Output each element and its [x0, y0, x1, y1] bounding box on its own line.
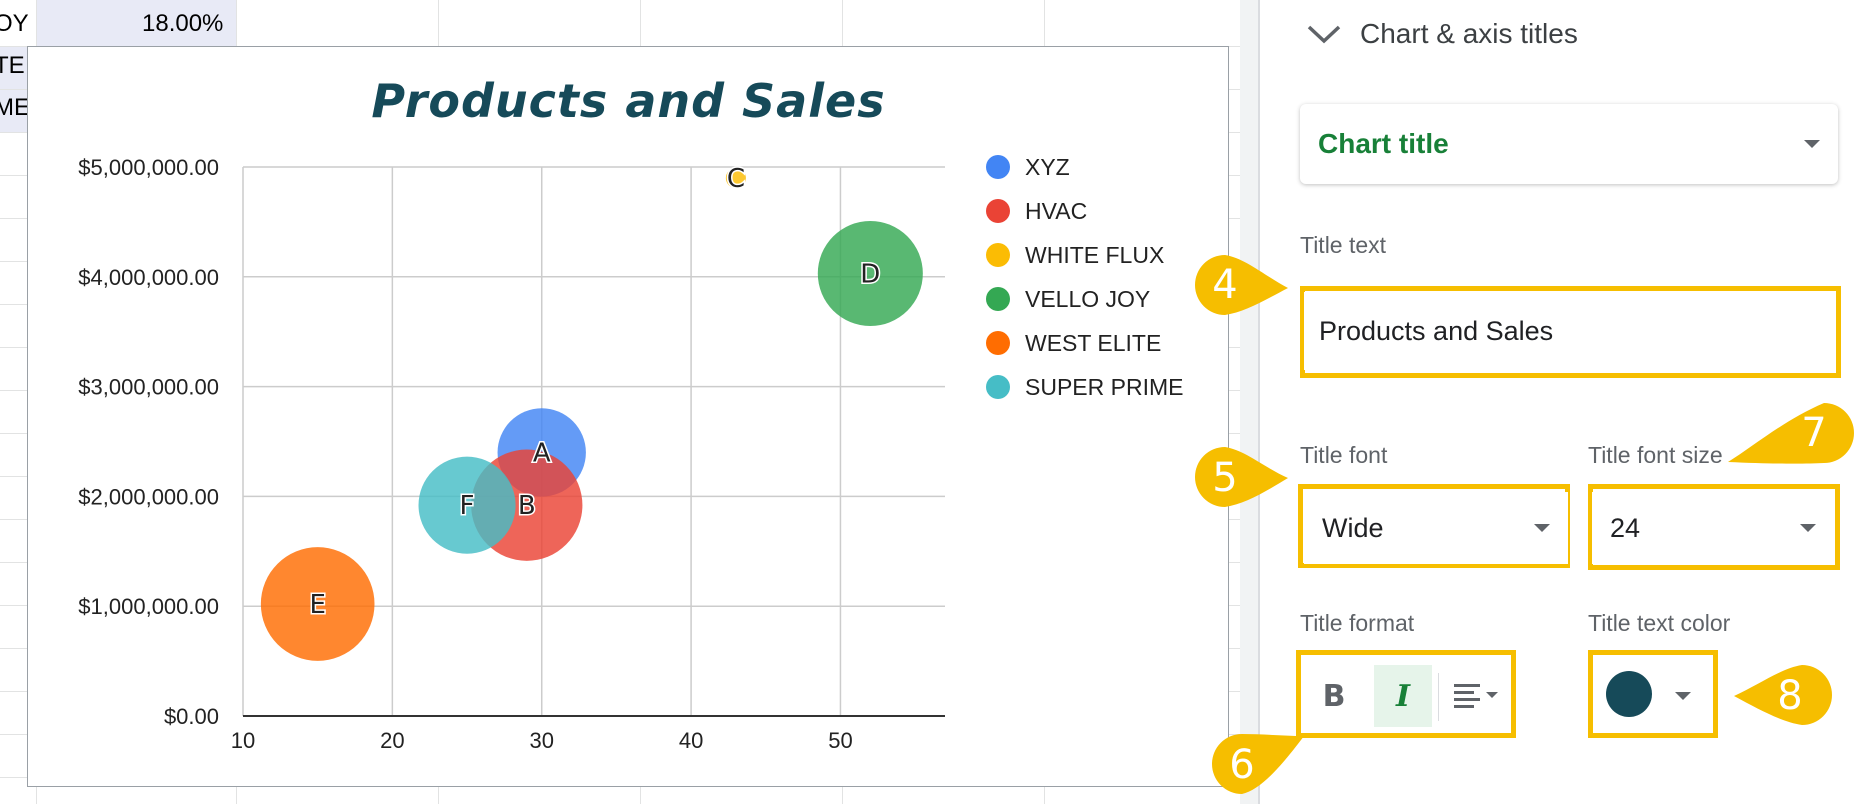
title-font-size-dropdown[interactable]: 24: [1592, 492, 1834, 564]
highlight-box: [1588, 484, 1840, 570]
y-tick-label: $3,000,000.00: [78, 375, 219, 400]
legend-label: VELLO JOY: [1025, 286, 1150, 312]
bubble-label: D: [860, 260, 880, 290]
caret-down-icon: [1800, 524, 1816, 532]
y-tick-label: $0.00: [164, 704, 219, 729]
title-format-label: Title format: [1300, 610, 1415, 636]
bubble-point: [260, 547, 375, 661]
legend-label: WHITE FLUX: [1025, 242, 1164, 268]
title-text-label: Title text: [1300, 232, 1387, 258]
caret-down-icon[interactable]: [1675, 692, 1691, 700]
title-type-value: Chart title: [1318, 128, 1449, 159]
legend-marker: [986, 199, 1010, 223]
title-font-size-value: 24: [1610, 512, 1641, 543]
callout-marker-7: [1728, 403, 1854, 464]
title-font-label: Title font: [1300, 442, 1388, 468]
cell-text[interactable]: OY: [0, 10, 29, 37]
cell-text[interactable]: TE: [0, 52, 25, 79]
callout-marker-6: [1212, 734, 1304, 794]
legend-label: XYZ: [1025, 154, 1070, 180]
legend-marker: [986, 243, 1010, 267]
italic-button[interactable]: I: [1374, 665, 1432, 727]
title-text-color-label: Title text color: [1588, 610, 1731, 636]
x-tick-label: 40: [679, 728, 703, 753]
title-font-dropdown[interactable]: Wide: [1304, 492, 1568, 564]
x-tick-label: 10: [231, 728, 255, 753]
align-dropdown-button[interactable]: [1450, 670, 1508, 722]
align-icon: [1454, 684, 1498, 708]
panel-gutter: [1240, 0, 1260, 804]
y-tick-label: $1,000,000.00: [78, 594, 219, 619]
caret-down-icon: [1804, 140, 1820, 148]
bubble-chart[interactable]: [27, 46, 1229, 787]
y-tick-label: $2,000,000.00: [78, 484, 219, 509]
format-separator: [1438, 673, 1439, 721]
title-color-swatch[interactable]: [1606, 671, 1652, 717]
bubble-label: B: [518, 491, 536, 521]
callout-label: 8: [1777, 673, 1803, 719]
selected-cell-fill: [36, 0, 236, 46]
bubble-point: [817, 220, 923, 327]
chart-title[interactable]: Products and Sales: [371, 74, 886, 128]
y-tick-label: $5,000,000.00: [78, 155, 219, 180]
percent-cell[interactable]: 18.00%: [142, 10, 224, 37]
chevron-down-icon: [1306, 19, 1342, 49]
highlight-box: [1296, 650, 1516, 738]
legend-marker: [986, 375, 1010, 399]
legend-label: WEST ELITE: [1025, 330, 1161, 356]
bubble-label: C: [727, 164, 745, 194]
highlight-box: [1588, 650, 1718, 738]
callout-label: 7: [1801, 410, 1827, 456]
bubble-label: E: [309, 590, 325, 620]
bubble-label: A: [533, 438, 551, 468]
bubble-point: [418, 456, 516, 554]
legend-marker: [986, 155, 1010, 179]
section-header-chart-axis-titles[interactable]: Chart & axis titles: [1306, 10, 1578, 58]
callout-marker-5: [1195, 447, 1288, 507]
legend-marker: [986, 287, 1010, 311]
bold-button[interactable]: B: [1322, 678, 1346, 714]
caret-down-icon: [1534, 524, 1550, 532]
title-type-dropdown[interactable]: Chart title: [1300, 104, 1838, 184]
x-tick-label: 30: [529, 728, 553, 753]
bubble-point: [725, 167, 746, 189]
bubble-label: F: [460, 491, 475, 521]
chart-plot: $0.00 $1,000,000.00 $2,000,000.00 $3,000,00…: [78, 154, 1183, 753]
callout-label: 6: [1229, 742, 1255, 788]
x-tick-label: 50: [828, 728, 852, 753]
cell-text[interactable]: ME: [0, 94, 30, 121]
legend-marker: [986, 331, 1010, 355]
y-tick-label: $4,000,000.00: [78, 265, 219, 290]
title-text-input[interactable]: Products and Sales: [1304, 292, 1834, 370]
legend-label: SUPER PRIME: [1025, 374, 1183, 400]
legend-label: HVAC: [1025, 198, 1087, 224]
panel-divider: [1258, 0, 1260, 804]
x-tick-label: 20: [380, 728, 404, 753]
title-font-value: Wide: [1322, 512, 1384, 543]
callout-label: 4: [1212, 262, 1238, 308]
callout-label: 5: [1212, 455, 1238, 501]
section-title: Chart & axis titles: [1360, 18, 1578, 49]
callout-marker-8: [1734, 665, 1832, 725]
callout-marker-4: [1195, 255, 1288, 315]
title-font-size-label: Title font size: [1588, 442, 1723, 468]
highlight-box: [1300, 286, 1841, 378]
